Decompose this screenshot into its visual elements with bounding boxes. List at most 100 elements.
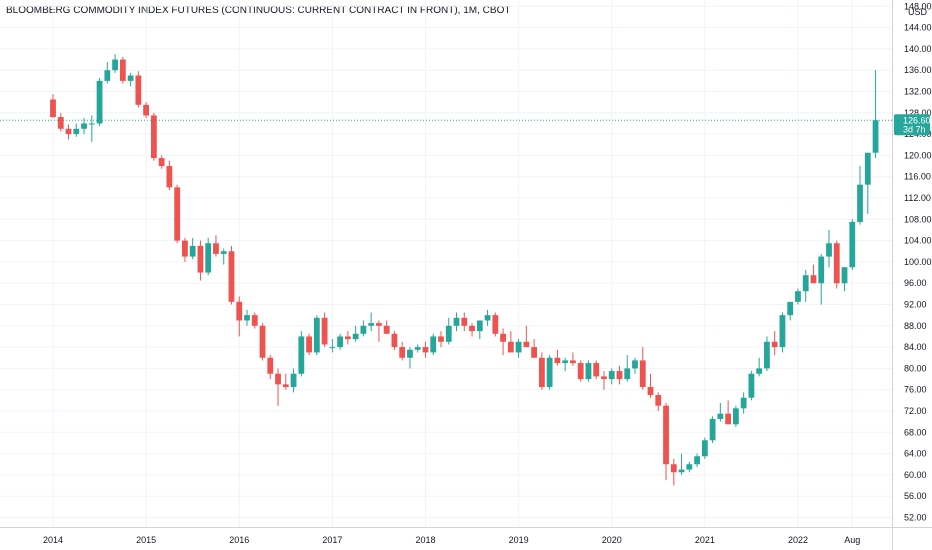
candle[interactable] [841, 267, 848, 292]
candle[interactable] [562, 357, 569, 372]
candle[interactable] [174, 184, 181, 244]
candle[interactable] [282, 373, 289, 390]
candle[interactable] [802, 269, 809, 302]
candle[interactable] [709, 416, 716, 443]
candle[interactable] [810, 264, 817, 284]
candle[interactable] [663, 403, 669, 481]
candle[interactable] [290, 368, 297, 393]
candle[interactable] [507, 331, 514, 353]
candle[interactable] [438, 331, 444, 348]
candle[interactable] [577, 360, 584, 382]
candle[interactable] [127, 72, 134, 87]
candle[interactable] [143, 102, 150, 119]
candle[interactable] [469, 323, 475, 337]
candle[interactable] [500, 328, 506, 356]
candle[interactable] [414, 344, 421, 353]
candle[interactable] [329, 339, 336, 353]
candle[interactable] [647, 373, 654, 398]
candle[interactable] [182, 237, 188, 262]
candle[interactable] [748, 371, 755, 401]
candle[interactable] [476, 320, 483, 340]
candle[interactable] [275, 368, 281, 406]
candle[interactable] [616, 365, 623, 385]
candle[interactable] [430, 333, 437, 356]
candle[interactable] [546, 355, 553, 390]
candle[interactable] [267, 355, 274, 380]
candle[interactable] [313, 315, 320, 356]
candle[interactable] [570, 352, 576, 366]
candle[interactable] [321, 312, 328, 348]
candle[interactable] [104, 62, 111, 84]
candle[interactable] [135, 71, 142, 108]
candle[interactable] [531, 339, 538, 358]
candle[interactable] [57, 112, 64, 132]
candle[interactable] [112, 54, 118, 73]
candle[interactable] [593, 360, 600, 380]
candle[interactable] [779, 312, 786, 353]
candle[interactable] [818, 253, 825, 305]
candle[interactable] [632, 357, 638, 374]
candle[interactable] [81, 118, 87, 135]
candle[interactable] [756, 357, 763, 377]
candle[interactable] [220, 248, 227, 265]
candle[interactable] [857, 166, 863, 225]
candle[interactable] [717, 403, 724, 422]
candle[interactable] [205, 237, 212, 276]
candle[interactable] [244, 309, 250, 326]
candle[interactable] [344, 331, 351, 345]
candle[interactable] [608, 368, 615, 385]
candle[interactable] [872, 70, 879, 159]
candle[interactable] [228, 245, 235, 305]
candle[interactable] [538, 352, 545, 390]
candle[interactable] [236, 296, 243, 337]
candle[interactable] [771, 331, 778, 356]
candle[interactable] [492, 312, 499, 337]
candle[interactable] [150, 112, 157, 161]
candle[interactable] [585, 360, 592, 382]
candle[interactable] [523, 325, 530, 348]
candle[interactable] [554, 349, 561, 366]
candle[interactable] [484, 309, 491, 326]
candle[interactable] [795, 288, 801, 305]
candle[interactable] [213, 235, 219, 257]
candle[interactable] [655, 392, 662, 411]
candle[interactable] [515, 339, 522, 358]
candle[interactable] [337, 333, 344, 350]
candle[interactable] [678, 453, 685, 475]
candle[interactable] [670, 458, 677, 486]
candle[interactable] [849, 219, 856, 270]
candle[interactable] [701, 437, 708, 459]
candle[interactable] [88, 115, 95, 143]
candle[interactable] [298, 331, 305, 377]
candle[interactable] [259, 323, 266, 361]
candle[interactable] [376, 320, 382, 342]
candle[interactable] [422, 341, 429, 358]
candle[interactable] [352, 325, 359, 342]
candle[interactable] [158, 155, 165, 169]
candle[interactable] [787, 301, 794, 321]
candle[interactable] [833, 240, 840, 289]
candle[interactable] [864, 152, 871, 214]
candle[interactable] [740, 392, 747, 414]
candle[interactable] [601, 371, 607, 390]
candle[interactable] [639, 347, 646, 390]
candle[interactable] [189, 237, 196, 260]
candle[interactable] [96, 78, 103, 127]
candle[interactable] [461, 312, 468, 332]
candle[interactable] [826, 229, 832, 268]
candle[interactable] [251, 312, 258, 329]
candle[interactable] [407, 347, 413, 369]
candle[interactable] [694, 453, 700, 467]
candle[interactable] [391, 331, 398, 350]
candle[interactable] [50, 94, 56, 119]
candle[interactable] [197, 240, 204, 281]
candle[interactable] [453, 312, 460, 332]
candle[interactable] [306, 333, 312, 356]
candle[interactable] [764, 336, 770, 372]
candle[interactable] [368, 312, 375, 332]
candle[interactable] [65, 124, 72, 140]
candle[interactable] [399, 341, 406, 361]
candle[interactable] [445, 317, 452, 345]
candle[interactable] [732, 405, 739, 427]
